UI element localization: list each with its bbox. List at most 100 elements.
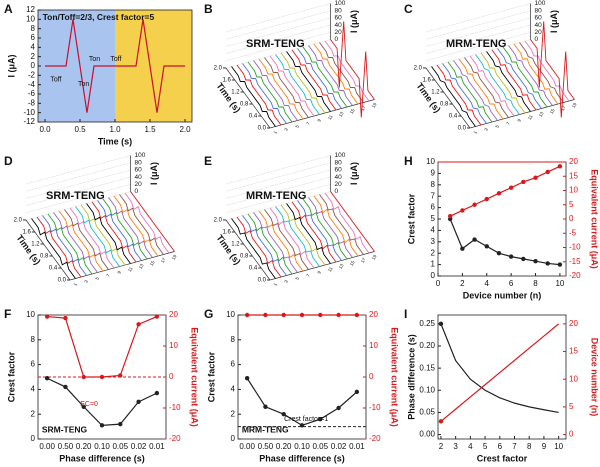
- x-tick-label: 0.05: [112, 442, 128, 451]
- y-tick-label: 6: [231, 360, 236, 369]
- panel-label: C: [404, 2, 413, 16]
- grid-line: [25, 191, 131, 221]
- z-tick-label: 80: [535, 7, 543, 14]
- n-tick-label: 3: [283, 279, 289, 284]
- trace: [319, 42, 364, 103]
- grid-line: [25, 162, 131, 192]
- x-tick-label: 2.0: [179, 125, 191, 134]
- z-tick-label: 40: [335, 174, 343, 181]
- x-axis-label: Phase difference (s): [59, 453, 145, 463]
- y2-tick-label: 10: [569, 374, 578, 383]
- marker: [244, 312, 250, 318]
- y2-tick-label: 0: [369, 372, 374, 381]
- x-tick-label: 4: [468, 442, 473, 451]
- marker: [336, 405, 341, 411]
- y-tick-label: 0.25: [419, 319, 435, 328]
- y-tick-label: 2: [231, 409, 236, 418]
- marker: [354, 312, 360, 318]
- y-tick-label: -2: [28, 70, 36, 79]
- trace: [291, 49, 337, 111]
- panel-label: B: [204, 2, 213, 16]
- trace: [330, 21, 375, 118]
- x-axis-label: Time (s): [98, 136, 132, 146]
- trace: [519, 42, 564, 103]
- trace: [453, 60, 498, 121]
- time-axis: [25, 219, 71, 281]
- trace: [64, 209, 109, 270]
- panel-label: E: [204, 154, 212, 168]
- series-line: [45, 19, 185, 113]
- marker: [299, 312, 305, 318]
- marker: [281, 312, 286, 318]
- x-tick-label: 0.20: [76, 442, 92, 451]
- time-tick-label: 0.4: [449, 114, 458, 120]
- grid-line: [425, 39, 531, 69]
- marker: [521, 179, 526, 185]
- marker: [460, 208, 465, 213]
- y-tick-label: 1: [431, 260, 436, 269]
- trace: [291, 201, 337, 263]
- n-tick-label: 3: [83, 279, 89, 284]
- y2-axis-label: Device number (n): [590, 338, 600, 417]
- grid-line: [425, 3, 531, 33]
- trace: [236, 216, 282, 278]
- x-tick-label: 0.50: [258, 442, 274, 451]
- n-tick-label: 7: [305, 121, 311, 126]
- x-tick-label: 0.02: [331, 442, 347, 451]
- marker: [508, 254, 514, 259]
- n-tick-label: 15: [349, 260, 356, 267]
- y-tick-label: 2: [431, 248, 436, 257]
- y2-tick-label: 5: [569, 402, 574, 411]
- x-tick-label: 0: [436, 279, 441, 288]
- panel-label: D: [4, 154, 13, 168]
- y2-tick-label: -10: [369, 403, 381, 412]
- marker: [533, 258, 538, 264]
- marker: [533, 175, 538, 180]
- y2-tick-label: -10: [569, 243, 581, 252]
- trace: [497, 48, 542, 109]
- n-axis: [469, 99, 575, 129]
- y-tick-label: 4: [231, 385, 236, 394]
- n-tick-label: 11: [327, 114, 334, 121]
- panel-label: A: [4, 2, 13, 16]
- x-tick-label: 0.01: [349, 442, 365, 451]
- n-tick-label: 13: [338, 111, 345, 118]
- y-tick-label: 6: [431, 203, 436, 212]
- grid-line: [425, 24, 531, 54]
- grid-line: [425, 17, 531, 47]
- z-tick-label: 0: [335, 188, 339, 195]
- y-tick-label: 4: [31, 42, 36, 51]
- z-tick-label: 100: [535, 0, 546, 7]
- y-tick-label: 8: [31, 335, 36, 344]
- z-tick-label: 60: [335, 15, 343, 22]
- z-axis-label: I (μA): [549, 10, 559, 33]
- y-tick-label: 0.05: [419, 408, 435, 417]
- y2-tick-label: 20: [369, 310, 378, 319]
- z-tick-label: 80: [335, 159, 343, 166]
- trace: [308, 45, 353, 106]
- n-tick-label: 13: [138, 263, 145, 270]
- n-tick-label: 1: [472, 130, 478, 135]
- grid-line: [225, 24, 331, 54]
- y2-tick-label: -5: [569, 228, 577, 237]
- z-tick-label: 0: [335, 36, 339, 43]
- y2-tick-label: -20: [569, 271, 581, 280]
- chart-title: MRM-TENG: [246, 190, 307, 202]
- time-tick-label: 1.6: [222, 78, 231, 84]
- z-tick-label: 60: [535, 15, 543, 22]
- n-tick-label: 13: [338, 263, 345, 270]
- y2-tick-label: -20: [169, 434, 181, 443]
- trace: [302, 46, 348, 108]
- x-tick-label: 6: [498, 442, 503, 451]
- marker: [496, 191, 502, 196]
- y-axis-label: Crest factor: [6, 351, 16, 402]
- marker: [496, 251, 502, 256]
- y-tick-label: 10: [26, 310, 35, 319]
- marker: [81, 404, 86, 409]
- trace: [119, 194, 164, 255]
- n-tick-label: 19: [571, 102, 578, 109]
- trace: [269, 207, 315, 269]
- trace: [236, 64, 282, 126]
- n-tick-label: 11: [127, 266, 134, 273]
- marker: [318, 312, 323, 318]
